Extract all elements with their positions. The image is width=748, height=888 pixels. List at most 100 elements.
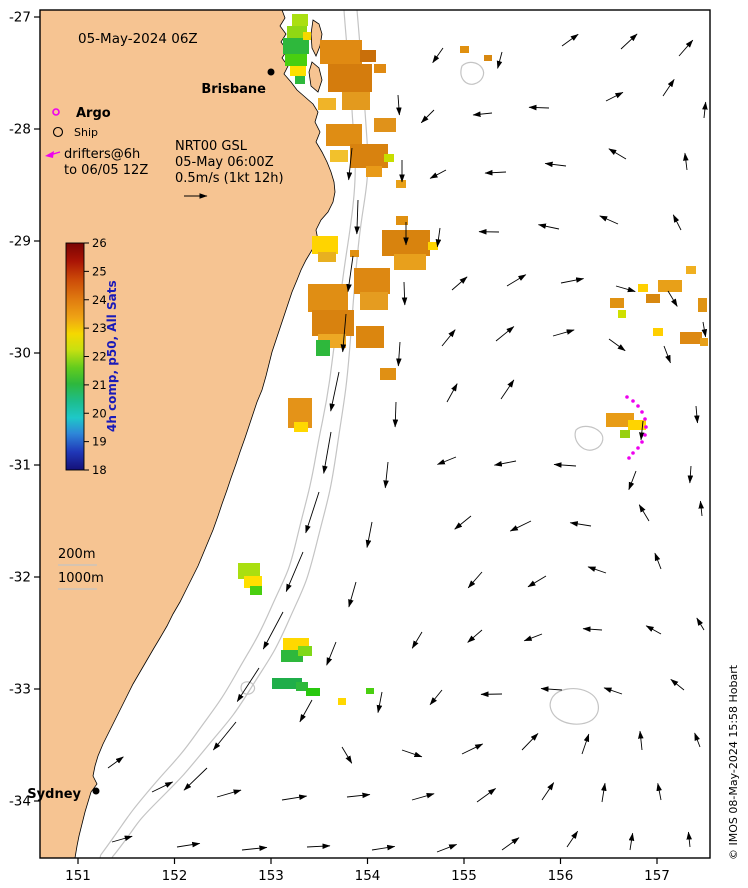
sst-patch — [394, 254, 426, 270]
sst-patch — [653, 328, 663, 336]
current-arrow — [107, 756, 124, 769]
sst-patch — [460, 46, 469, 53]
current-arrow — [656, 782, 662, 801]
current-arrow — [461, 743, 484, 755]
sst-patch — [698, 298, 707, 312]
current-arrow — [521, 733, 539, 751]
sst-patch — [312, 310, 354, 336]
current-arrow — [476, 788, 497, 803]
current-arrow — [392, 401, 399, 428]
sst-patch — [396, 180, 406, 188]
drifters-label-2: to 06/05 12Z — [64, 163, 148, 178]
colorbar-tick-label: 18 — [92, 463, 107, 477]
current-arrow — [322, 431, 332, 474]
current-arrow — [341, 746, 353, 764]
current-arrow — [441, 329, 456, 347]
sst-patch — [374, 118, 396, 132]
colorbar-label: 4h comp, p50, All Sats — [105, 280, 119, 432]
drifter-point — [640, 440, 644, 444]
land-mass — [40, 10, 336, 858]
colorbar-tick-label: 20 — [92, 406, 107, 420]
current-arrow — [523, 633, 543, 642]
moreton-island — [310, 19, 323, 57]
current-arrow — [683, 152, 689, 171]
colorbar-gradient — [65, 242, 85, 471]
current-arrow — [628, 832, 635, 851]
city-markers: Brisbane Sydney — [27, 68, 275, 802]
sst-patch — [338, 698, 346, 705]
sst-patch — [238, 563, 260, 579]
ship-icon — [52, 126, 64, 138]
current-arrow — [638, 504, 650, 522]
drifter-point — [631, 451, 635, 455]
sst-patch — [620, 430, 630, 438]
sst-patch — [384, 154, 394, 162]
sst-patch — [350, 250, 359, 257]
current-arrow — [436, 844, 458, 853]
current-arrow — [432, 47, 444, 64]
y-axis: -27 -28 -29 -30 -31 -32 -33 -34 — [9, 10, 40, 810]
sst-patch — [628, 420, 646, 430]
current-arrow — [467, 629, 483, 643]
depth-200m-label: 200m — [58, 547, 95, 562]
sst-patch — [342, 92, 370, 110]
current-arrow — [601, 782, 607, 803]
current-arrow — [451, 276, 468, 291]
drifters-label-1: drifters@6h — [64, 147, 140, 162]
current-arrow — [628, 470, 637, 491]
sst-patch — [285, 54, 307, 66]
current-arrow — [663, 345, 671, 364]
sst-patch — [290, 66, 306, 76]
current-arrow — [540, 686, 563, 692]
current-arrow — [496, 51, 503, 69]
current-arrow — [429, 689, 443, 706]
current-arrow — [581, 733, 590, 755]
current-arrow — [506, 274, 527, 287]
x-tick-label: 156 — [548, 868, 574, 884]
drifter-point — [636, 446, 640, 450]
sst-patch — [484, 55, 492, 61]
current-arrow — [667, 290, 678, 307]
current-arrow — [299, 699, 313, 723]
current-arrow — [216, 789, 242, 798]
current-arrow — [262, 611, 284, 650]
current-arrow — [151, 781, 174, 793]
contour-blob-shelf — [240, 681, 256, 695]
drifter-track — [625, 395, 648, 460]
sst-patch — [303, 32, 311, 40]
current-arrow — [371, 844, 396, 851]
current-arrow — [346, 792, 371, 799]
sst-patch — [610, 298, 624, 308]
current-arrow — [467, 571, 483, 589]
current-arrow — [608, 148, 627, 160]
current-arrow — [285, 551, 304, 593]
sst-patch — [283, 38, 309, 54]
sst-patch — [320, 40, 362, 64]
sst-patch — [638, 284, 648, 292]
colorbar-tick-label: 25 — [92, 264, 107, 278]
x-tick-label: 154 — [355, 868, 381, 884]
current-arrow — [527, 575, 547, 588]
contour-blob-south — [549, 688, 599, 725]
sst-patch — [366, 166, 382, 177]
drifter-point — [636, 404, 640, 408]
current-arrow — [493, 460, 517, 467]
current-arrow — [420, 109, 435, 124]
current-arrow — [694, 405, 700, 424]
current-arrow — [212, 721, 237, 751]
city-label: Sydney — [27, 787, 81, 802]
bathymetry-contours — [99, 10, 604, 858]
current-arrow — [662, 79, 675, 97]
drifter-point — [644, 425, 648, 429]
current-arrow — [701, 321, 708, 338]
drifter-point — [643, 433, 647, 437]
city-dot — [92, 787, 100, 795]
drifter-point — [643, 417, 647, 421]
date-title: 05-May-2024 06Z — [78, 31, 198, 47]
sst-patch — [360, 50, 376, 62]
sst-patch — [272, 678, 302, 689]
sst-patch — [356, 326, 384, 348]
sst-patch — [281, 650, 303, 662]
sst-patch — [366, 688, 374, 694]
